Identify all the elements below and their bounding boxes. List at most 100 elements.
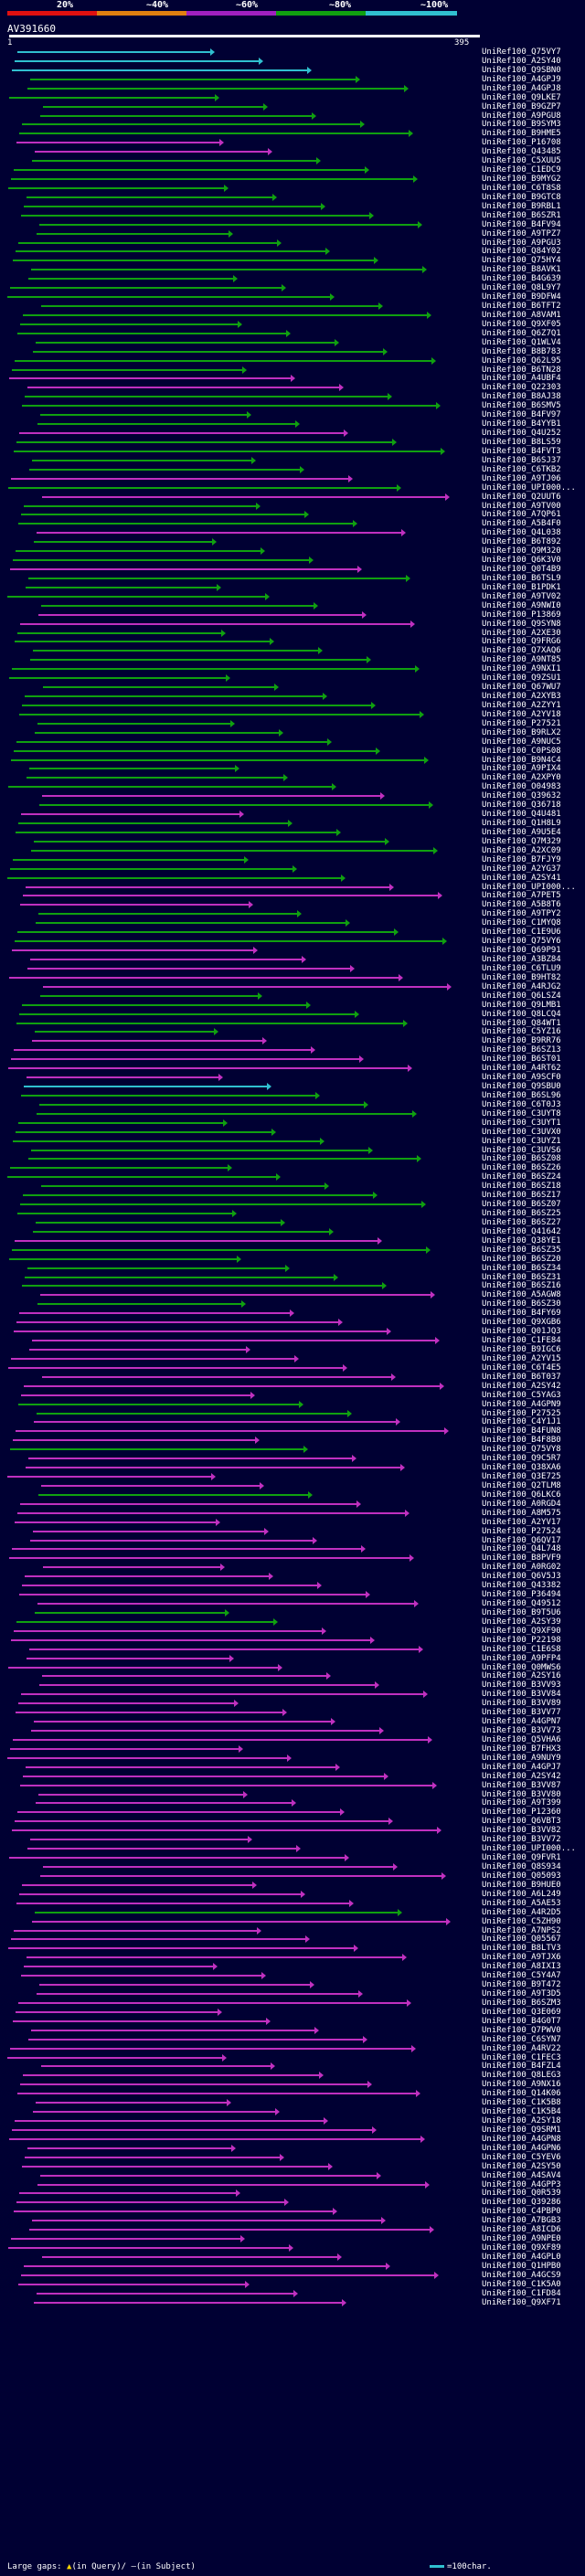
hit-label[interactable]: UniRef100_A2ZYY1 [482, 700, 561, 710]
hit-label[interactable]: UniRef100_A4GCS9 [482, 2270, 561, 2280]
hit-alignment-bar[interactable] [21, 813, 239, 816]
hit-alignment-bar[interactable] [25, 2156, 280, 2158]
hit-label[interactable]: UniRef100_A2XYB3 [482, 692, 561, 702]
hit-label[interactable]: UniRef100_A2SY40 [482, 56, 561, 66]
hit-label[interactable]: UniRef100_Q62L95 [482, 355, 561, 366]
hit-alignment-bar[interactable] [9, 96, 215, 99]
hit-label[interactable]: UniRef100_A2XE30 [482, 628, 561, 638]
hit-alignment-bar[interactable] [11, 1058, 359, 1061]
hit-alignment-bar[interactable] [19, 1892, 301, 1895]
hit-label[interactable]: UniRef100_B9RBL1 [482, 201, 561, 211]
hit-label[interactable]: UniRef100_P22198 [482, 1635, 561, 1645]
hit-label[interactable]: UniRef100_Q9SBU0 [482, 1082, 561, 1092]
hit-label[interactable]: UniRef100_A2YG37 [482, 864, 561, 874]
hit-label[interactable]: UniRef100_B3VV93 [482, 1680, 561, 1691]
hit-label[interactable]: UniRef100_A4GPJ7 [482, 1762, 561, 1772]
hit-label[interactable]: UniRef100_A2SY16 [482, 1671, 561, 1681]
hit-alignment-bar[interactable] [9, 1257, 237, 1260]
hit-label[interactable]: UniRef100_B9HUE0 [482, 1880, 561, 1890]
hit-alignment-bar[interactable] [23, 313, 427, 316]
hit-label[interactable]: UniRef100_B4G0T7 [482, 2016, 561, 2026]
hit-alignment-bar[interactable] [15, 940, 442, 943]
hit-label[interactable]: UniRef100_A9NUY9 [482, 1753, 561, 1763]
hit-alignment-bar[interactable] [15, 1820, 388, 1823]
hit-alignment-bar[interactable] [10, 1448, 303, 1451]
hit-alignment-bar[interactable] [15, 641, 270, 643]
hit-alignment-bar[interactable] [29, 2229, 430, 2231]
hit-label[interactable]: UniRef100_A4GPP3 [482, 2179, 561, 2189]
hit-alignment-bar[interactable] [35, 731, 279, 734]
hit-label[interactable]: UniRef100_Q43382 [482, 1581, 561, 1591]
hit-alignment-bar[interactable] [16, 1430, 444, 1433]
hit-alignment-bar[interactable] [19, 133, 409, 135]
hit-label[interactable]: UniRef100_B6SMV5 [482, 401, 561, 411]
hit-label[interactable]: UniRef100_Q39286 [482, 2198, 561, 2208]
hit-alignment-bar[interactable] [33, 1230, 329, 1233]
hit-label[interactable]: UniRef100_Q84Y02 [482, 247, 561, 257]
hit-alignment-bar[interactable] [29, 1348, 246, 1351]
hit-label[interactable]: UniRef100_Q6V5J3 [482, 1572, 561, 1582]
hit-label[interactable]: UniRef100_B3VV89 [482, 1699, 561, 1709]
hit-alignment-bar[interactable] [12, 2128, 372, 2131]
hit-label[interactable]: UniRef100_A7PET5 [482, 891, 561, 901]
hit-alignment-bar[interactable] [16, 831, 336, 833]
hit-alignment-bar[interactable] [43, 686, 274, 689]
hit-label[interactable]: UniRef100_A2SY42 [482, 1771, 561, 1781]
hit-label[interactable]: UniRef100_Q6QV17 [482, 1535, 561, 1545]
hit-label[interactable]: UniRef100_P27525 [482, 1408, 561, 1418]
hit-label[interactable]: UniRef100_Q8L9Y7 [482, 283, 561, 293]
hit-alignment-bar[interactable] [18, 523, 353, 525]
hit-alignment-bar[interactable] [10, 287, 282, 290]
hit-label[interactable]: UniRef100_B9GZP7 [482, 101, 561, 111]
hit-alignment-bar[interactable] [31, 269, 422, 271]
hit-label[interactable]: UniRef100_Q9XF71 [482, 2297, 561, 2307]
hit-alignment-bar[interactable] [17, 51, 210, 53]
hit-label[interactable]: UniRef100_A2SY42 [482, 1381, 561, 1391]
hit-label[interactable]: UniRef100_UPI000... [482, 482, 576, 493]
hit-label[interactable]: UniRef100_B3VV87 [482, 1780, 561, 1790]
hit-label[interactable]: UniRef100_Q7XAQ6 [482, 646, 561, 656]
hit-label[interactable]: UniRef100_Q9XF05 [482, 319, 561, 329]
hit-label[interactable]: UniRef100_A9NPE0 [482, 2234, 561, 2244]
hit-label[interactable]: UniRef100_B4FUN8 [482, 1426, 561, 1436]
hit-label[interactable]: UniRef100_Q9C5R7 [482, 1454, 561, 1464]
hit-alignment-bar[interactable] [21, 1975, 261, 1977]
hit-alignment-bar[interactable] [22, 405, 436, 408]
hit-label[interactable]: UniRef100_A4GPN8 [482, 2134, 561, 2144]
hit-label[interactable]: UniRef100_B6SZ31 [482, 1272, 561, 1282]
hit-alignment-bar[interactable] [33, 650, 318, 652]
hit-alignment-bar[interactable] [18, 1121, 223, 1124]
hit-alignment-bar[interactable] [30, 1839, 248, 1841]
hit-alignment-bar[interactable] [8, 1067, 408, 1070]
hit-alignment-bar[interactable] [39, 1103, 364, 1106]
hit-alignment-bar[interactable] [18, 2283, 245, 2285]
hit-alignment-bar[interactable] [41, 305, 378, 308]
hit-label[interactable]: UniRef100_B3VV82 [482, 1826, 561, 1836]
hit-alignment-bar[interactable] [43, 985, 447, 988]
hit-alignment-bar[interactable] [13, 260, 374, 262]
hit-label[interactable]: UniRef100_B9T5U6 [482, 1607, 561, 1617]
hit-alignment-bar[interactable] [23, 1775, 384, 1777]
hit-label[interactable]: UniRef100_P12360 [482, 1807, 561, 1818]
hit-alignment-bar[interactable] [38, 1493, 308, 1496]
hit-label[interactable]: UniRef100_B3VV72 [482, 1835, 561, 1845]
hit-alignment-bar[interactable] [25, 396, 388, 398]
hit-alignment-bar[interactable] [29, 768, 235, 770]
hit-label[interactable]: UniRef100_A4GPN7 [482, 1717, 561, 1727]
hit-label[interactable]: UniRef100_Q6Z7Q1 [482, 328, 561, 338]
hit-alignment-bar[interactable] [11, 2238, 240, 2241]
hit-alignment-bar[interactable] [13, 1140, 320, 1142]
hit-alignment-bar[interactable] [42, 1675, 326, 1678]
hit-label[interactable]: UniRef100_Q0MWS6 [482, 1662, 561, 1672]
hit-label[interactable]: UniRef100_B4FV94 [482, 219, 561, 229]
hit-label[interactable]: UniRef100_Q8LCQ4 [482, 1009, 561, 1019]
hit-alignment-bar[interactable] [16, 550, 261, 553]
hit-alignment-bar[interactable] [17, 332, 286, 334]
hit-label[interactable]: UniRef100_Q9XF90 [482, 1626, 561, 1636]
hit-label[interactable]: UniRef100_A5B8T6 [482, 900, 561, 910]
hit-label[interactable]: UniRef100_C4PBP0 [482, 2207, 561, 2217]
hit-alignment-bar[interactable] [27, 1076, 218, 1079]
hit-label[interactable]: UniRef100_B6SZM3 [482, 1998, 561, 2008]
hit-alignment-bar[interactable] [27, 1657, 229, 1659]
hit-alignment-bar[interactable] [16, 740, 327, 743]
